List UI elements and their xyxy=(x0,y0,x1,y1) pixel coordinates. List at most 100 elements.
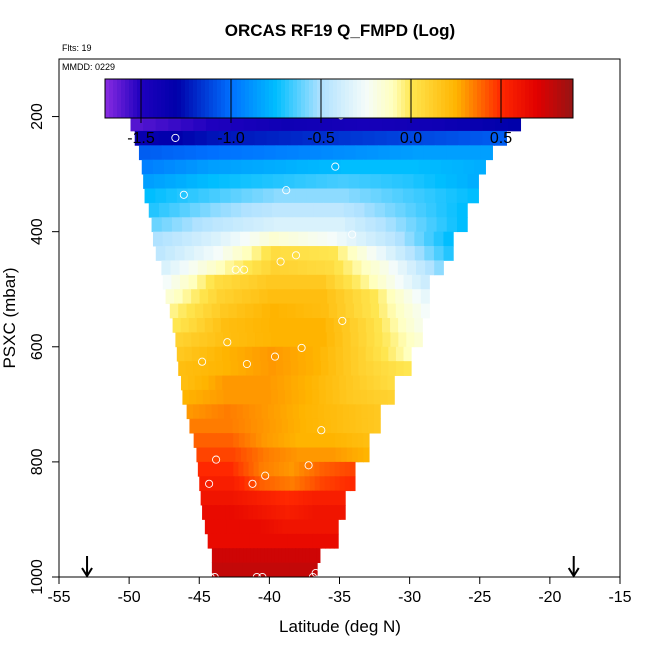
heatmap-cell xyxy=(182,289,192,305)
heatmap-cell xyxy=(175,159,187,175)
heatmap-cell xyxy=(301,318,311,333)
heatmap-cell xyxy=(182,130,196,146)
heatmap-cell xyxy=(210,202,222,218)
heatmap-cell xyxy=(350,332,360,348)
heatmap-cell xyxy=(334,332,344,348)
sample-point xyxy=(171,133,180,142)
heatmap-cell xyxy=(194,375,203,391)
heatmap-cell xyxy=(412,274,422,290)
heatmap-cell xyxy=(186,174,198,189)
heatmap-cell xyxy=(191,346,201,362)
heatmap-cell xyxy=(326,332,336,348)
heatmap-cell xyxy=(203,246,214,261)
heatmap-cell xyxy=(295,188,307,204)
heatmap-cell xyxy=(355,145,368,161)
colorbar-swatch xyxy=(245,79,250,118)
heatmap-cell xyxy=(339,476,346,492)
heatmap-cell xyxy=(406,332,415,348)
heatmap-cell xyxy=(224,447,231,463)
heatmap-cell xyxy=(229,174,242,189)
heatmap-cell xyxy=(358,332,368,348)
heatmap-cell xyxy=(317,404,325,420)
heatmap-cell xyxy=(302,202,314,218)
heatmap-cell xyxy=(340,505,346,520)
heatmap-cell xyxy=(398,318,407,333)
sample-point xyxy=(205,479,214,488)
heatmap-cell xyxy=(310,562,315,578)
colorbar-frame xyxy=(104,78,574,119)
heatmap-cell xyxy=(343,361,352,376)
colorbar-swatch xyxy=(145,79,150,118)
sample-point xyxy=(261,471,270,480)
heatmap-cell xyxy=(274,533,280,549)
heatmap-cell xyxy=(275,418,283,434)
heatmap-cell xyxy=(314,461,321,477)
heatmap-cell xyxy=(267,346,276,362)
heatmap-cell xyxy=(374,130,388,146)
y-tick-label: 1000 xyxy=(29,559,46,595)
heatmap-cell xyxy=(352,159,365,175)
heatmap-cell xyxy=(275,346,284,362)
heatmap-cell xyxy=(480,145,493,161)
heatmap-cell xyxy=(266,505,272,520)
heatmap-cell xyxy=(324,476,331,492)
heatmap-cell xyxy=(273,519,279,535)
heatmap-cell xyxy=(189,202,201,218)
heatmap-cell xyxy=(337,174,350,189)
heatmap-cell xyxy=(303,490,309,506)
colorbar-swatch xyxy=(205,79,210,118)
heatmap-cell xyxy=(243,116,257,132)
heatmap-cell xyxy=(366,389,375,405)
heatmap-cell xyxy=(209,476,215,492)
heatmap-cell xyxy=(359,174,371,189)
heatmap-cell xyxy=(224,533,230,549)
heatmap-cell xyxy=(270,375,278,391)
heatmap-cell xyxy=(229,447,236,463)
heatmap-cell xyxy=(215,260,226,276)
heatmap-cell xyxy=(308,274,319,290)
heatmap-cell xyxy=(250,289,260,305)
heatmap-cell xyxy=(275,145,288,161)
heatmap-cell xyxy=(155,246,166,261)
colorbar-swatch xyxy=(157,79,162,118)
heatmap-cell xyxy=(241,145,254,161)
heatmap-cell xyxy=(197,461,204,477)
heatmap-cell xyxy=(278,231,290,247)
chart-title: ORCAS RF19 Q_FMPD (Log) xyxy=(225,21,455,40)
colorbar-swatch xyxy=(517,79,522,118)
heatmap-cell xyxy=(380,389,388,405)
heatmap-cell xyxy=(208,375,216,391)
heatmap-cell xyxy=(249,533,255,549)
heatmap-cell xyxy=(344,476,351,492)
heatmap-cell xyxy=(302,548,307,564)
heatmap-cell xyxy=(294,418,301,434)
heatmap-cell xyxy=(236,548,241,564)
heatmap-cell xyxy=(259,562,264,578)
heatmap-cell xyxy=(247,332,256,348)
heatmap-cell xyxy=(283,533,289,549)
colorbar-swatch xyxy=(397,79,402,118)
heatmap-cell xyxy=(346,231,357,247)
heatmap-cell xyxy=(220,202,232,218)
heatmap-cell xyxy=(243,548,248,564)
heatmap-cell xyxy=(246,447,253,463)
heatmap-cell xyxy=(424,188,436,204)
heatmap-cell xyxy=(410,130,424,146)
heatmap-cell xyxy=(373,318,383,333)
heatmap-cell xyxy=(349,461,356,477)
heatmap-cell xyxy=(239,519,245,535)
heatmap-cell xyxy=(456,202,468,218)
heatmap-cell xyxy=(162,231,173,247)
heatmap-cell xyxy=(205,404,213,420)
heatmap-cell xyxy=(357,447,364,463)
heatmap-cell xyxy=(249,404,256,420)
heatmap-cell xyxy=(202,505,208,520)
heatmap-cell xyxy=(274,274,284,290)
heatmap-cell xyxy=(373,389,382,405)
heatmap-cell xyxy=(342,404,350,420)
heatmap-cell xyxy=(155,116,169,132)
heatmap-cell xyxy=(292,548,297,564)
colorbar-swatch xyxy=(233,79,238,118)
heatmap-cell xyxy=(373,375,382,391)
heatmap-cell xyxy=(424,246,435,261)
